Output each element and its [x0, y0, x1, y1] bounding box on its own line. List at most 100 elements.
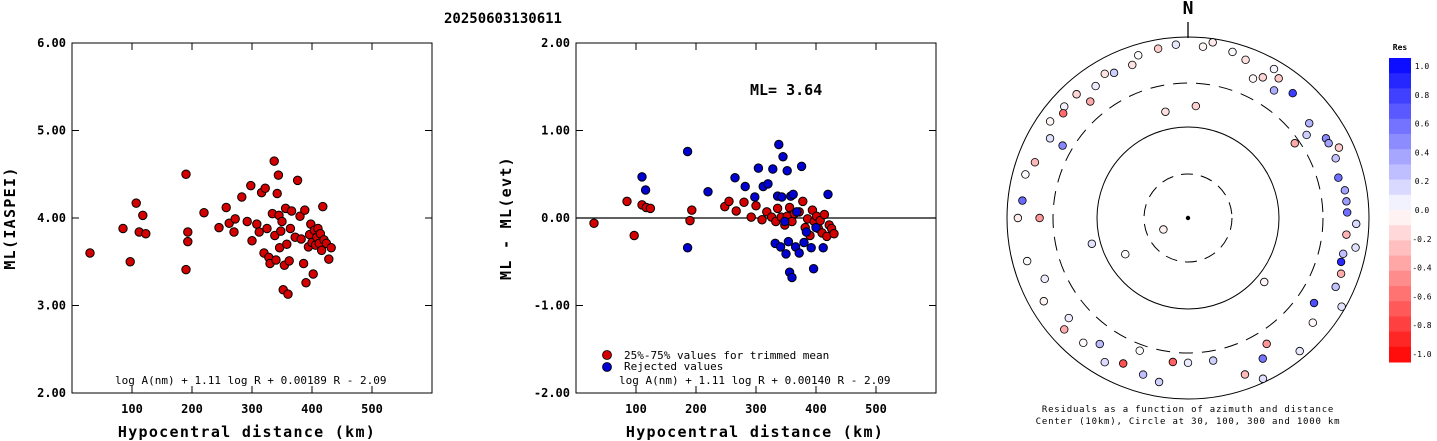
data-point — [181, 169, 191, 179]
colorbar-cell — [1389, 103, 1411, 120]
data-point — [682, 243, 693, 253]
plot-frame-1 — [71, 42, 433, 394]
station-marker — [1021, 170, 1030, 179]
data-point — [221, 202, 231, 213]
colorbar-cell — [1389, 255, 1411, 272]
station-markers — [1013, 38, 1361, 387]
data-point — [282, 239, 292, 249]
data-point — [640, 185, 651, 195]
data-point — [285, 223, 296, 234]
data-point — [772, 203, 783, 214]
station-marker — [1295, 346, 1304, 356]
data-point — [271, 255, 281, 265]
colorbar-label: 1.0 — [1415, 62, 1430, 71]
station-marker — [1161, 107, 1170, 116]
data-point — [296, 234, 306, 244]
station-marker — [1340, 186, 1350, 195]
x-tick-label: 200 — [181, 402, 203, 416]
data-point — [324, 254, 334, 264]
x-ticks-1: 100 200 300 400 500 — [121, 43, 383, 416]
station-marker — [1109, 68, 1119, 78]
station-marker — [1040, 274, 1049, 284]
y-tick-label: 2.00 — [541, 36, 570, 50]
data-point — [778, 152, 788, 162]
station-marker — [1100, 358, 1109, 367]
station-marker — [1091, 81, 1100, 91]
colorbar-cell — [1389, 149, 1411, 165]
data-point — [276, 226, 286, 236]
station-marker — [1342, 197, 1351, 206]
legend-marker-red — [602, 350, 612, 360]
panel-ml-residual: -2.00 -1.00 0.00 1.00 2.00 100 200 300 400 500 M… — [497, 36, 937, 441]
colorbar-cell — [1389, 225, 1411, 241]
station-marker — [1258, 374, 1268, 383]
figure-title: 20250603130611 — [444, 11, 562, 27]
data-point — [645, 203, 656, 214]
colorbar-label: 0.2 — [1415, 177, 1430, 186]
ring-30km — [1143, 173, 1233, 263]
data-point — [787, 272, 797, 283]
y-axis-label-1: ML(IASPEI) — [1, 166, 19, 269]
station-marker — [1064, 313, 1073, 323]
data-point — [784, 202, 795, 213]
data-point — [796, 161, 807, 172]
station-marker — [1336, 257, 1346, 267]
station-marker — [1258, 354, 1267, 363]
station-marker — [1086, 97, 1095, 106]
colorbar-cell — [1389, 346, 1411, 363]
station-marker — [1154, 377, 1164, 387]
station-marker — [1228, 47, 1237, 57]
data-point — [181, 264, 191, 275]
data-point — [138, 210, 148, 221]
colorbar-cell — [1389, 286, 1411, 302]
north-label: N — [1183, 0, 1194, 19]
station-marker — [1128, 60, 1137, 70]
station-marker — [1337, 302, 1346, 311]
station-marker — [1288, 89, 1297, 98]
station-marker — [1030, 158, 1040, 167]
station-marker — [1309, 298, 1319, 308]
station-marker — [1183, 358, 1193, 367]
polar-caption-2: Center (10km), Circle at 30, 100, 300 an… — [1036, 417, 1341, 427]
data-point — [768, 164, 778, 174]
y-tick-label: -1.00 — [534, 299, 570, 313]
station-marker — [1338, 249, 1348, 259]
formula-2: log A(nm) + 1.11 log R + 0.00140 R - 2.0… — [619, 374, 891, 387]
panel-ml-iaspei: 2.00 3.00 4.00 5.00 6.00 100 200 300 400 500 log… — [1, 36, 433, 441]
station-marker — [1121, 249, 1130, 259]
data-point — [316, 245, 327, 256]
data-point — [788, 189, 798, 200]
data-point — [685, 215, 695, 226]
station-marker — [1045, 117, 1055, 126]
station-marker — [1060, 325, 1069, 334]
data-point — [775, 242, 786, 252]
data-point — [780, 216, 790, 227]
colorbar-label: 0.4 — [1415, 148, 1430, 157]
station-marker — [1305, 119, 1314, 128]
data-point — [746, 212, 756, 222]
x-axis-label-2: Hypocentral distance (km) — [626, 423, 884, 441]
data-point — [199, 208, 209, 218]
station-marker — [1072, 90, 1081, 99]
data-point — [730, 173, 740, 183]
data-point — [687, 205, 697, 215]
data-point — [682, 146, 693, 157]
station-marker — [1334, 173, 1343, 182]
station-marker — [1022, 256, 1032, 266]
data-point — [230, 214, 240, 224]
x-axis-label-1: Hypocentral distance (km) — [118, 423, 376, 441]
x-ticks-2: 100 200 300 400 500 — [625, 43, 887, 416]
data-point — [763, 179, 773, 189]
data-point — [806, 243, 816, 253]
colorbar-cell — [1389, 331, 1411, 348]
series-ml — [85, 156, 336, 299]
data-point — [260, 183, 270, 193]
y-tick-label: 0.00 — [541, 211, 570, 225]
data-point — [799, 237, 809, 248]
station-marker — [1039, 297, 1048, 306]
colorbar-cell — [1389, 73, 1411, 89]
station-marker — [1274, 74, 1283, 83]
station-marker — [1059, 109, 1068, 118]
station-marker — [1018, 196, 1027, 205]
legend-marker-blue — [602, 362, 612, 372]
